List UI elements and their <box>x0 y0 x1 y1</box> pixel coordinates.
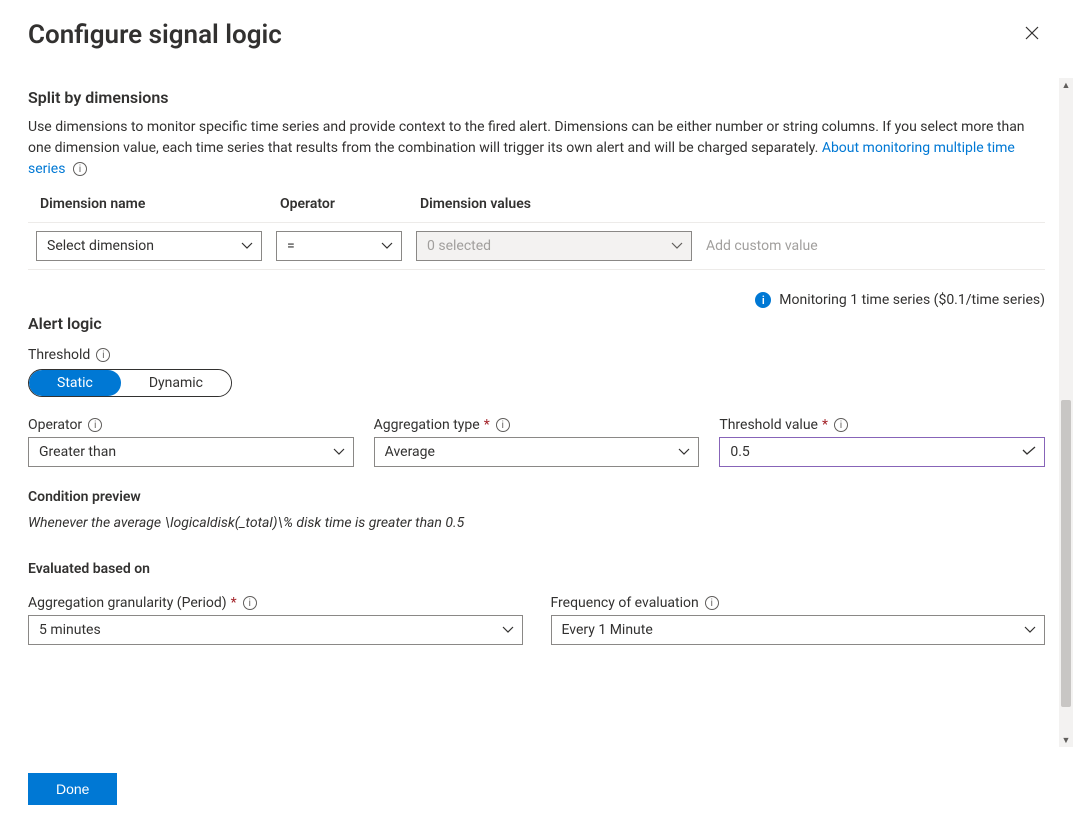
dimensions-table: Dimension name Operator Dimension values… <box>28 188 1045 270</box>
frequency-label: Frequency of evaluation i <box>551 595 1046 611</box>
required-indicator: * <box>822 417 828 433</box>
add-custom-value-input[interactable]: Add custom value <box>706 238 1039 254</box>
signal-logic-panel: Configure signal logic Split by dimensio… <box>0 0 1073 827</box>
chevron-down-icon <box>381 242 393 250</box>
monitoring-note-text: Monitoring 1 time series ($0.1/time seri… <box>779 292 1045 308</box>
granularity-value: 5 minutes <box>39 622 101 638</box>
threshold-dynamic-option[interactable]: Dynamic <box>121 370 231 396</box>
chevron-down-icon <box>671 242 683 250</box>
check-icon <box>1022 444 1036 460</box>
info-icon[interactable]: i <box>496 418 510 432</box>
scroll-up-arrow[interactable]: ▲ <box>1059 78 1073 92</box>
dimension-operator-value: = <box>287 238 295 254</box>
granularity-label-text: Aggregation granularity (Period) <box>28 595 227 611</box>
threshold-value-text: 0.5 <box>730 444 749 460</box>
chevron-down-icon <box>1024 626 1036 634</box>
info-icon[interactable]: i <box>88 418 102 432</box>
alert-logic-heading: Alert logic <box>28 314 1045 333</box>
scroll-down-arrow[interactable]: ▼ <box>1059 733 1073 747</box>
monitoring-note: i Monitoring 1 time series ($0.1/time se… <box>28 292 1045 308</box>
threshold-label: Threshold i <box>28 347 1045 363</box>
chevron-down-icon <box>241 242 253 250</box>
close-icon <box>1025 26 1039 40</box>
dimension-row: Select dimension = <box>28 223 1045 270</box>
frequency-value: Every 1 Minute <box>562 622 653 638</box>
threshold-value-input[interactable]: 0.5 <box>719 437 1045 467</box>
dimension-name-dropdown[interactable]: Select dimension <box>36 231 262 261</box>
col-dimension-name: Dimension name <box>28 188 268 223</box>
info-icon[interactable]: i <box>243 596 257 610</box>
col-operator: Operator <box>268 188 408 223</box>
info-icon[interactable]: i <box>705 596 719 610</box>
operator-value: Greater than <box>39 444 116 460</box>
aggregation-label-text: Aggregation type <box>374 417 480 433</box>
split-heading: Split by dimensions <box>28 88 1045 107</box>
condition-preview-text: Whenever the average \logicaldisk(_total… <box>28 515 1045 531</box>
chevron-down-icon <box>678 448 690 456</box>
panel-footer: Done <box>0 757 1073 827</box>
scroll-thumb[interactable] <box>1061 400 1071 708</box>
aggregation-value: Average <box>385 444 435 460</box>
aggregation-type-dropdown[interactable]: Average <box>374 437 700 467</box>
operator-field-label: Operator i <box>28 417 354 433</box>
frequency-dropdown[interactable]: Every 1 Minute <box>551 615 1046 645</box>
info-solid-icon: i <box>755 292 771 308</box>
info-icon[interactable]: i <box>834 418 848 432</box>
dimension-name-value: Select dimension <box>47 238 154 254</box>
required-indicator: * <box>484 417 490 433</box>
chevron-down-icon <box>502 626 514 634</box>
panel-title: Configure signal logic <box>28 20 1019 50</box>
scrollbar[interactable]: ▲ ▼ <box>1059 78 1073 747</box>
threshold-label-text: Threshold <box>28 347 90 363</box>
threshold-static-option[interactable]: Static <box>29 370 121 396</box>
required-indicator: * <box>231 595 237 611</box>
aggregation-type-label: Aggregation type * i <box>374 417 700 433</box>
close-button[interactable] <box>1019 20 1045 50</box>
done-button[interactable]: Done <box>28 773 117 805</box>
evaluated-heading: Evaluated based on <box>28 561 1045 577</box>
col-dimension-values: Dimension values <box>408 188 698 223</box>
condition-preview-label: Condition preview <box>28 489 1045 505</box>
operator-dropdown[interactable]: Greater than <box>28 437 354 467</box>
info-icon[interactable]: i <box>73 162 87 176</box>
chevron-down-icon <box>333 448 345 456</box>
split-description: Use dimensions to monitor specific time … <box>28 117 1045 180</box>
threshold-value-label-text: Threshold value <box>719 417 818 433</box>
col-custom <box>698 188 1045 223</box>
dimension-values-value: 0 selected <box>427 238 491 254</box>
info-icon[interactable]: i <box>96 348 110 362</box>
frequency-label-text: Frequency of evaluation <box>551 595 699 611</box>
scroll-area[interactable]: Split by dimensions Use dimensions to mo… <box>0 58 1073 757</box>
operator-label-text: Operator <box>28 417 82 433</box>
threshold-toggle: Static Dynamic <box>28 369 232 397</box>
threshold-value-label: Threshold value * i <box>719 417 1045 433</box>
dimension-values-dropdown[interactable]: 0 selected <box>416 231 692 261</box>
granularity-dropdown[interactable]: 5 minutes <box>28 615 523 645</box>
panel-header: Configure signal logic <box>0 0 1073 58</box>
scroll-track[interactable] <box>1059 92 1073 733</box>
dimension-operator-dropdown[interactable]: = <box>276 231 402 261</box>
granularity-label: Aggregation granularity (Period) * i <box>28 595 523 611</box>
